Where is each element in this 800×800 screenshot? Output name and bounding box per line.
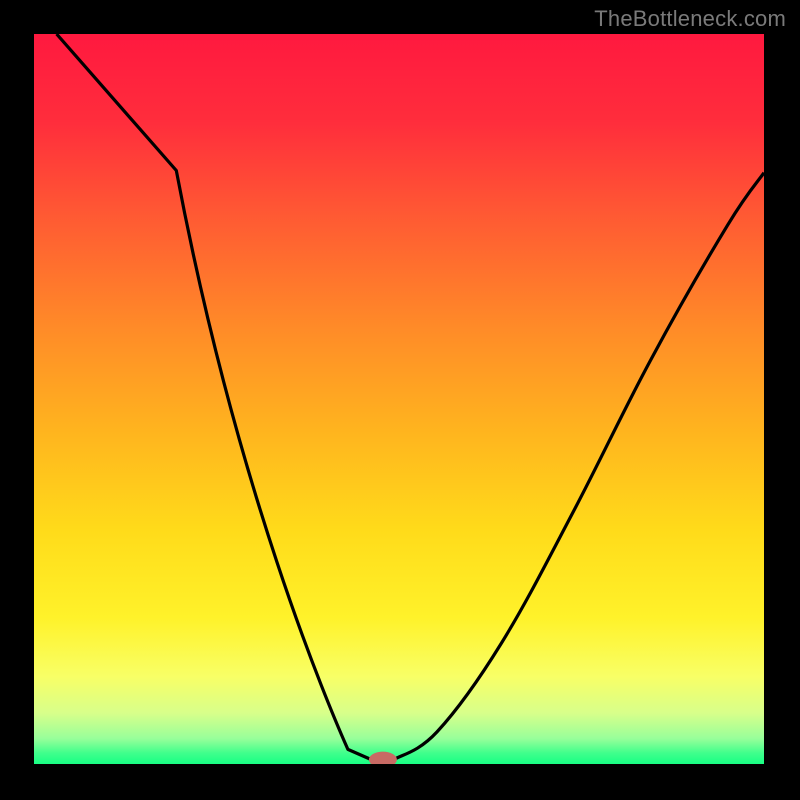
watermark-text: TheBottleneck.com [594,6,786,32]
chart-background [34,34,764,764]
bottleneck-chart [34,34,764,764]
chart-container: TheBottleneck.com [0,0,800,800]
